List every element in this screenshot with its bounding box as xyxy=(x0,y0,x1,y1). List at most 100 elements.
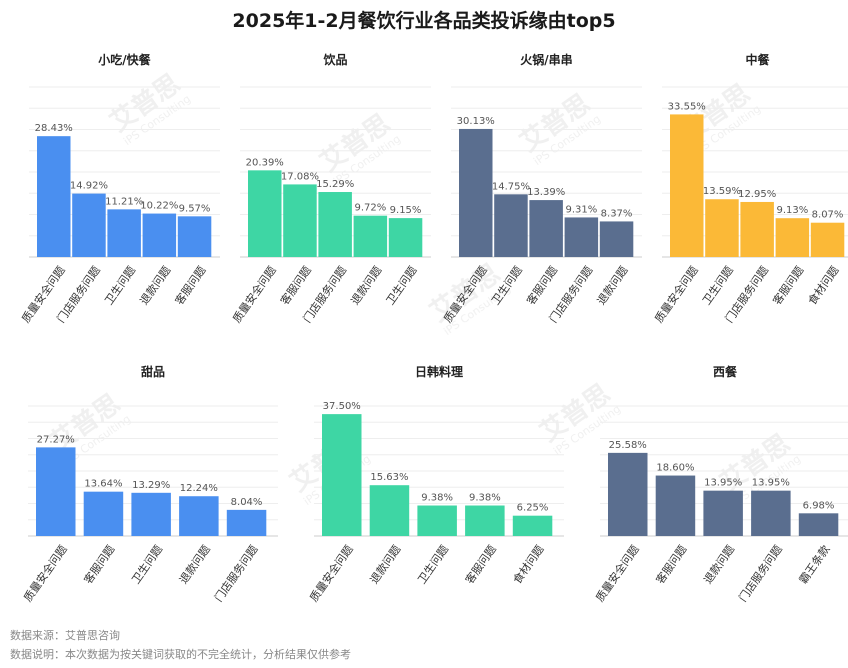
data-label: 15.29% xyxy=(316,179,354,190)
bar xyxy=(131,492,171,536)
x-tick-label: 门店服务问题 xyxy=(736,542,785,604)
bar xyxy=(83,491,124,536)
bar xyxy=(655,475,696,536)
bar xyxy=(417,505,457,536)
bar xyxy=(740,201,774,257)
chart-panel: 日韩料理 37.50% 质量安全问题 15.63% 退款问题 9.38% 卫生问题 9.38%… xyxy=(306,364,564,604)
data-label: 9.57% xyxy=(179,203,211,214)
bar xyxy=(318,192,352,257)
x-tick-label: 质量安全问题 xyxy=(20,542,69,604)
data-label: 6.25% xyxy=(517,503,549,514)
data-label: 6.98% xyxy=(803,500,835,511)
data-label: 25.58% xyxy=(609,440,647,451)
x-tick-label: 客服问题 xyxy=(172,263,209,307)
bar xyxy=(283,184,317,257)
data-label: 10.22% xyxy=(140,201,178,212)
x-tick-label: 卫生问题 xyxy=(101,263,138,307)
x-tick-label: 退款问题 xyxy=(348,263,385,307)
data-label: 30.13% xyxy=(457,116,495,127)
x-tick-label: 食材问题 xyxy=(510,542,547,586)
data-label: 33.55% xyxy=(668,101,706,112)
bar xyxy=(798,513,839,536)
x-tick-label: 质量安全问题 xyxy=(651,263,700,325)
data-label: 13.29% xyxy=(132,480,170,491)
bar xyxy=(248,170,282,257)
data-label: 8.07% xyxy=(812,210,844,221)
bar xyxy=(37,136,71,257)
data-explanation-note: 数据说明：本次数据为按关键词获取的不完全统计，分析结果仅供参考 xyxy=(10,648,351,661)
bar xyxy=(353,215,388,257)
data-label: 27.27% xyxy=(37,434,75,445)
bar xyxy=(459,128,493,257)
bar xyxy=(775,218,810,257)
data-label: 13.95% xyxy=(752,478,790,489)
x-tick-label: 霸王条款 xyxy=(796,542,833,586)
x-tick-label: 退款问题 xyxy=(700,542,737,586)
bar xyxy=(142,213,177,257)
chart-title: 甜品 xyxy=(141,364,165,379)
x-tick-label: 质量安全问题 xyxy=(592,542,641,604)
x-tick-label: 质量安全问题 xyxy=(229,263,278,325)
data-label: 13.39% xyxy=(527,187,565,198)
bar xyxy=(322,414,362,536)
chart-title: 西餐 xyxy=(713,364,738,379)
x-tick-label: 质量安全问题 xyxy=(306,542,355,604)
bar xyxy=(36,447,76,536)
data-label: 11.21% xyxy=(105,196,143,207)
data-label: 28.43% xyxy=(35,123,73,134)
x-tick-label: 退款问题 xyxy=(137,263,174,307)
bar xyxy=(599,221,634,257)
data-label: 15.63% xyxy=(370,472,408,483)
x-tick-label: 退款问题 xyxy=(176,542,213,586)
x-tick-label: 客服问题 xyxy=(277,263,314,307)
x-tick-label: 门店服务问题 xyxy=(211,542,260,604)
x-tick-label: 客服问题 xyxy=(523,263,560,307)
x-tick-label: 卫生问题 xyxy=(699,263,736,307)
data-label: 37.50% xyxy=(323,401,361,412)
x-tick-label: 客服问题 xyxy=(770,263,807,307)
bar xyxy=(810,222,845,257)
chart-panel: 小吃/快餐28.43%质量安全问题14.92%门店服务问题11.21%卫生问题1… xyxy=(18,52,220,325)
data-label: 9.38% xyxy=(421,493,453,504)
data-label: 8.37% xyxy=(601,208,633,219)
bar xyxy=(751,490,791,536)
bar xyxy=(465,505,505,536)
data-label: 13.59% xyxy=(703,186,741,197)
chart-panel: 西餐 25.58% 质量安全问题 18.60% 客服问题 13.95% 退款问题 13.95%… xyxy=(592,364,848,604)
data-label: 9.15% xyxy=(390,205,422,216)
chart-title: 火锅/串串 xyxy=(520,52,572,67)
data-label: 14.75% xyxy=(492,181,530,192)
data-label: 9.31% xyxy=(565,204,597,215)
bar xyxy=(177,216,212,257)
x-tick-label: 食材问题 xyxy=(805,263,842,307)
data-label: 8.04% xyxy=(231,497,263,508)
bar xyxy=(670,114,704,257)
page-title: 2025年1-2月餐饮行业各品类投诉缘由top5 xyxy=(232,10,616,32)
x-tick-label: 卫生问题 xyxy=(414,542,451,586)
bar xyxy=(107,209,141,257)
chart-title: 中餐 xyxy=(745,52,770,67)
bar xyxy=(529,200,563,257)
data-source-note: 数据来源：艾普思咨询 xyxy=(10,629,120,642)
bar xyxy=(369,485,410,536)
bar xyxy=(179,496,219,536)
data-label: 9.13% xyxy=(776,205,808,216)
bar xyxy=(608,452,648,536)
x-tick-label: 客服问题 xyxy=(653,542,690,586)
x-tick-label: 退款问题 xyxy=(594,263,631,307)
bar xyxy=(494,194,528,257)
data-label: 20.39% xyxy=(246,157,284,168)
x-tick-label: 客服问题 xyxy=(81,542,118,586)
bar xyxy=(564,217,599,257)
data-label: 17.08% xyxy=(281,171,319,182)
data-label: 14.92% xyxy=(70,181,108,192)
data-label: 13.95% xyxy=(704,478,742,489)
data-label: 12.95% xyxy=(738,189,776,200)
chart-title: 日韩料理 xyxy=(415,364,463,379)
chart-panel: 甜品 27.27% 质量安全问题 13.64% 客服问题 13.29% 卫生问题 12.24%… xyxy=(20,364,278,604)
data-label: 9.72% xyxy=(354,203,386,214)
